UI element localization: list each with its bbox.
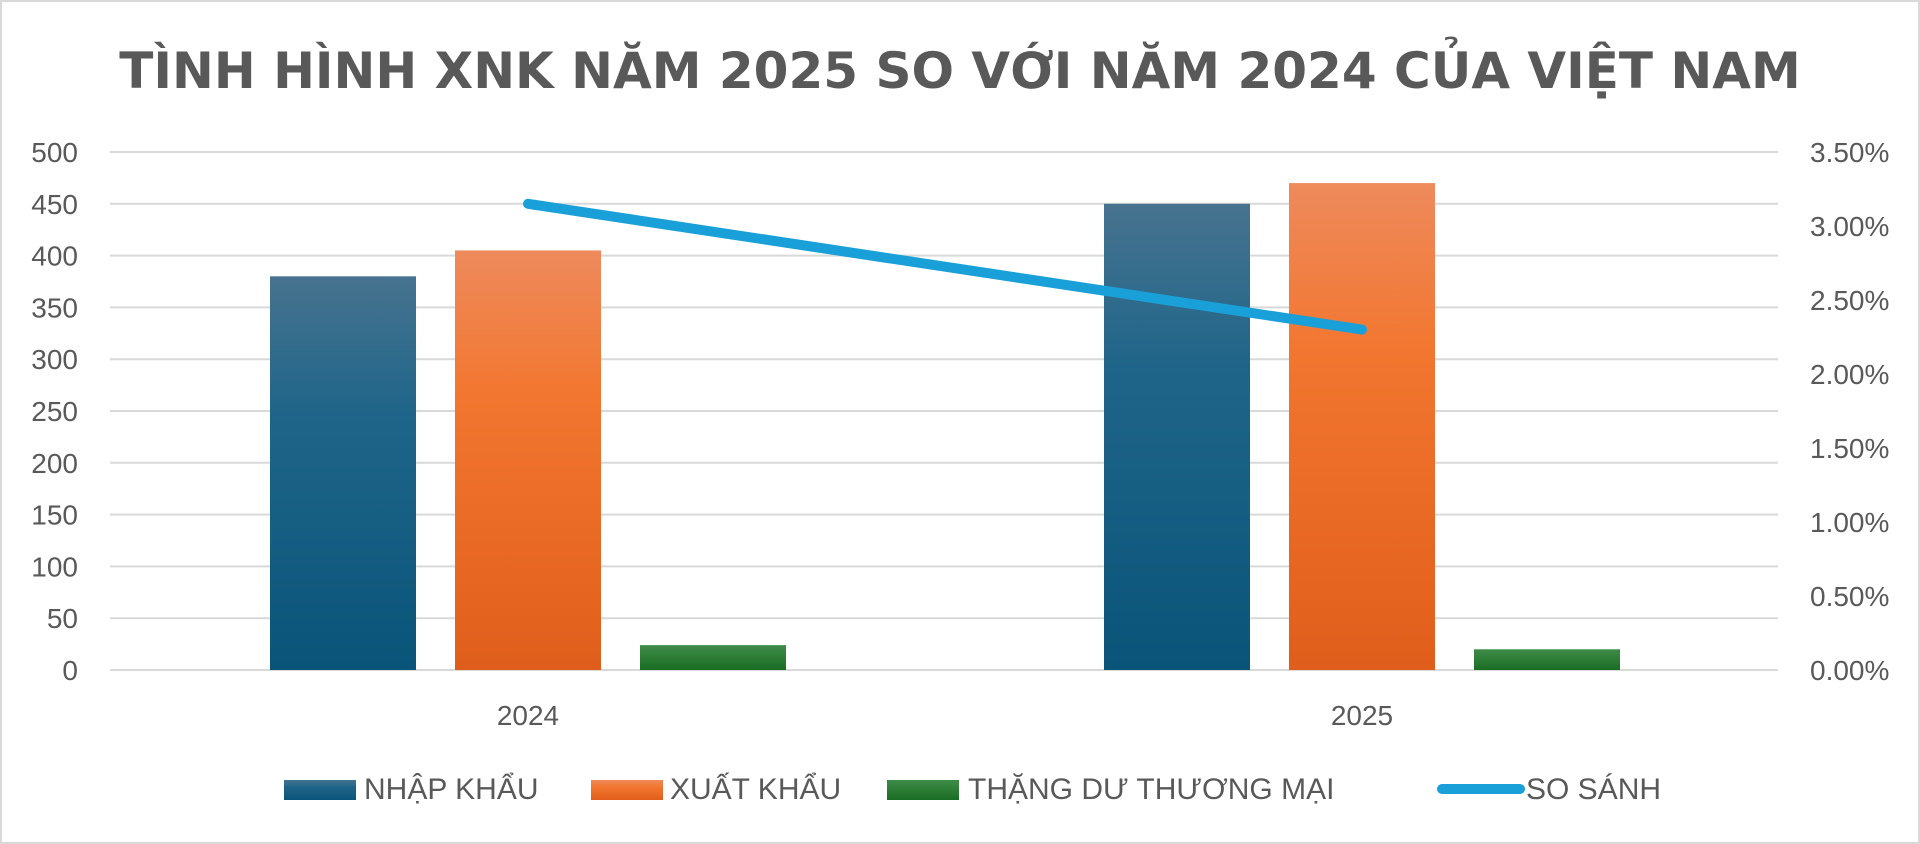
right-tick-label: 0.50%: [1810, 581, 1889, 612]
left-tick-label: 250: [31, 396, 78, 427]
legend-export: XUẤT KHẨU: [591, 772, 841, 806]
surplus-bar: [1474, 649, 1620, 670]
bars: [270, 183, 1620, 671]
right-axis: 0.00% 0.50% 1.00% 1.50% 2.00% 2.50% 3.00% 3.50%: [1810, 137, 1889, 686]
left-tick-label: 500: [31, 137, 78, 168]
right-tick-label: 3.00%: [1810, 211, 1889, 242]
legend-label: XUẤT KHẨU: [670, 772, 841, 806]
category-axis: 2024 2025: [497, 700, 1393, 731]
left-tick-label: 200: [31, 448, 78, 479]
legend-swatch: [887, 780, 959, 800]
left-tick-label: 100: [31, 551, 78, 582]
right-tick-label: 1.50%: [1810, 433, 1889, 464]
legend-swatch: [284, 780, 356, 800]
right-tick-label: 1.00%: [1810, 507, 1889, 538]
left-tick-label: 0: [62, 655, 78, 686]
legend-label: THẶNG DƯ THƯƠNG MẠI: [968, 773, 1334, 806]
surplus-bar: [640, 645, 786, 670]
right-tick-label: 2.50%: [1810, 285, 1889, 316]
legend-label: SO SÁNH: [1526, 773, 1661, 806]
legend-surplus: THẶNG DƯ THƯƠNG MẠI: [887, 773, 1334, 806]
left-tick-label: 50: [47, 603, 78, 634]
category-label: 2025: [1331, 700, 1393, 731]
right-tick-label: 3.50%: [1810, 137, 1889, 168]
legend: NHẬP KHẨU XUẤT KHẨU THẶNG DƯ THƯƠNG MẠI SO …: [284, 772, 1661, 806]
right-tick-label: 2.00%: [1810, 359, 1889, 390]
legend-label: NHẬP KHẨU: [364, 772, 539, 806]
left-tick-label: 300: [31, 344, 78, 375]
import-bar: [270, 276, 416, 670]
left-tick-label: 450: [31, 189, 78, 220]
left-tick-label: 150: [31, 500, 78, 531]
left-axis: 0 50 100 150 200 250 300 350 400 450 500: [31, 137, 78, 686]
legend-import: NHẬP KHẨU: [284, 772, 539, 806]
left-tick-label: 400: [31, 241, 78, 272]
comparison-line-path: [523, 198, 1367, 335]
export-bar: [455, 250, 601, 671]
import-bar: [1104, 203, 1250, 671]
export-bar: [1289, 183, 1435, 670]
legend-swatch: [591, 780, 663, 800]
right-tick-label: 0.00%: [1810, 655, 1889, 686]
chart-title: TÌNH HÌNH XNK NĂM 2025 SO VỚI NĂM 2024 C…: [119, 36, 1800, 100]
category-label: 2024: [497, 700, 559, 731]
comparison-line: [523, 198, 1367, 335]
left-tick-label: 350: [31, 292, 78, 323]
legend-comparison: SO SÁNH: [1437, 773, 1661, 806]
